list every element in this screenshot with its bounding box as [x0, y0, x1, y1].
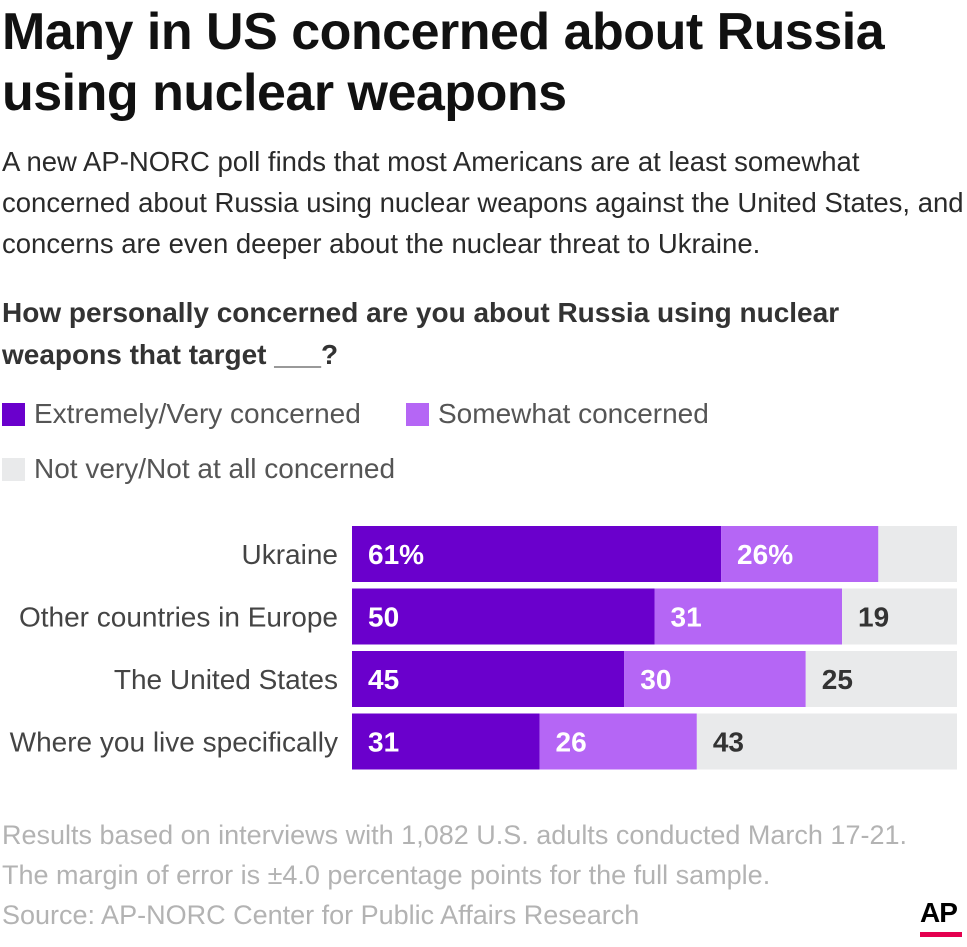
data-label-extremely-very-concerned-the-united-states: 45	[368, 664, 399, 695]
chart-title: Many in US concerned about Russia using …	[2, 3, 885, 122]
legend-label-extremely-very: Extremely/Very concerned	[34, 398, 361, 429]
bar-somewhat-concerned-other-countries-in-europe	[654, 588, 843, 645]
data-label-not-very-not-at-all-concerned-the-united-states: 25	[822, 664, 853, 695]
bar-not-very-not-at-all-concerned-ukraine	[878, 526, 957, 582]
data-label-not-very-not-at-all-concerned-where-you-live-specifically: 43	[713, 727, 744, 758]
legend-label-somewhat: Somewhat concerned	[438, 398, 709, 429]
bar-extremely-very-concerned-the-united-states	[352, 651, 625, 707]
data-label-extremely-very-concerned-ukraine: 61%	[368, 539, 424, 570]
data-label-somewhat-concerned-ukraine: 26%	[737, 539, 793, 570]
bar-somewhat-concerned-the-united-states	[624, 651, 806, 707]
data-label-extremely-very-concerned-other-countries-in-europe: 50	[368, 602, 399, 633]
legend-swatch-extremely-very	[2, 402, 25, 426]
chart-subtitle: A new AP-NORC poll finds that most Ameri…	[2, 146, 964, 259]
category-label-where-you-live-specifically: Where you live specifically	[10, 727, 338, 758]
legend-swatch-not-very	[2, 457, 25, 481]
survey-question: How personally concerned are you about R…	[2, 297, 840, 370]
data-label-extremely-very-concerned-where-you-live-specifically: 31	[368, 727, 399, 758]
data-label-somewhat-concerned-other-countries-in-europe: 31	[671, 602, 702, 633]
bar-not-very-not-at-all-concerned-the-united-states	[805, 651, 957, 707]
ap-logo: AP	[920, 897, 958, 928]
bar-extremely-very-concerned-ukraine	[352, 526, 722, 582]
source-note: Source: AP-NORC Center for Public Affair…	[2, 900, 640, 930]
legend-item-somewhat: Somewhat concerned	[406, 394, 709, 434]
category-label-ukraine: Ukraine	[242, 539, 338, 570]
methodology-note: Results based on interviews with 1,082 U…	[2, 820, 907, 850]
legend-swatch-somewhat	[406, 402, 429, 426]
category-label-other-countries-in-europe: Other countries in Europe	[19, 602, 338, 633]
ap-logo-accent-bar	[920, 932, 962, 937]
bar-not-very-not-at-all-concerned-other-countries-in-europe	[842, 588, 957, 645]
data-label-not-very-not-at-all-concerned-other-countries-in-europe: 19	[858, 602, 889, 633]
bar-somewhat-concerned-ukraine	[721, 526, 879, 582]
legend-item-extremely-very: Extremely/Very concerned	[2, 394, 361, 434]
chart-notes: Results based on interviews with 1,082 U…	[2, 815, 962, 935]
data-label-somewhat-concerned-the-united-states: 30	[640, 664, 671, 695]
legend-item-not-very: Not very/Not at all concerned	[2, 449, 395, 489]
category-label-the-united-states: The United States	[114, 664, 338, 695]
bar-somewhat-concerned-where-you-live-specifically	[539, 713, 697, 770]
bar-extremely-very-concerned-where-you-live-specifically	[352, 713, 540, 770]
bar-extremely-very-concerned-other-countries-in-europe	[352, 588, 655, 645]
legend-label-not-very: Not very/Not at all concerned	[34, 453, 396, 484]
data-label-somewhat-concerned-where-you-live-specifically: 26	[556, 727, 587, 758]
margin-of-error-note: The margin of error is ±4.0 percentage p…	[2, 860, 771, 890]
stacked-bar-chart: Ukraine 61% 26% Other countries in Europe 50…	[10, 526, 957, 770]
bar-not-very-not-at-all-concerned-where-you-live-specifically	[696, 713, 957, 770]
